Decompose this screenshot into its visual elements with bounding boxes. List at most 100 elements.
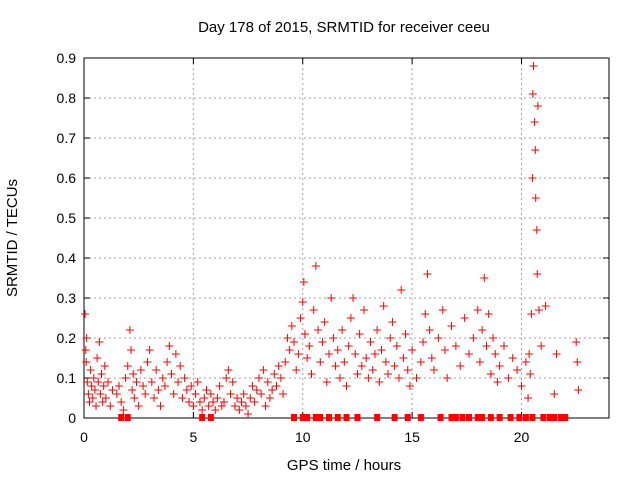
data-point xyxy=(265,394,274,402)
data-point xyxy=(327,294,336,302)
data-point xyxy=(191,390,200,398)
data-point xyxy=(143,358,152,366)
data-point xyxy=(290,338,298,346)
data-point xyxy=(287,322,296,330)
data-point xyxy=(85,398,94,406)
zero-marker xyxy=(199,414,206,421)
data-point xyxy=(145,346,154,354)
data-point xyxy=(127,346,136,354)
data-point xyxy=(475,358,484,366)
data-point xyxy=(217,402,226,410)
data-point xyxy=(187,382,196,390)
data-point xyxy=(81,346,90,354)
data-point xyxy=(480,274,489,282)
data-point xyxy=(156,402,165,410)
data-point xyxy=(86,366,95,374)
zero-marker xyxy=(124,414,131,421)
data-point xyxy=(322,378,331,386)
y-tick-label: 0.4 xyxy=(57,250,77,266)
data-point xyxy=(531,146,540,154)
data-point xyxy=(163,358,172,366)
data-point xyxy=(274,362,283,370)
data-point xyxy=(104,378,113,386)
data-point xyxy=(525,350,534,358)
zero-marker xyxy=(343,414,350,421)
data-points xyxy=(81,62,583,421)
data-point xyxy=(97,370,106,378)
data-point xyxy=(239,390,248,398)
y-tick-label: 0.9 xyxy=(57,50,77,66)
data-point xyxy=(81,310,90,318)
data-point xyxy=(117,398,126,406)
data-point xyxy=(130,394,139,402)
data-point xyxy=(178,394,187,402)
data-point xyxy=(392,342,401,350)
zero-marker xyxy=(557,414,564,421)
data-point xyxy=(412,374,421,382)
data-point xyxy=(171,350,180,358)
data-point xyxy=(158,374,167,382)
y-axis-label: SRMTID / TECUs xyxy=(4,179,21,297)
y-tick-label: 0.7 xyxy=(57,130,77,146)
data-point xyxy=(226,390,235,398)
data-point xyxy=(101,394,110,402)
y-tick-label: 0 xyxy=(68,410,76,426)
data-point xyxy=(478,326,487,334)
data-point xyxy=(259,366,268,374)
data-point xyxy=(357,362,366,370)
data-point xyxy=(370,350,379,358)
data-point xyxy=(141,390,150,398)
data-point xyxy=(250,398,259,406)
data-point xyxy=(224,366,233,374)
plot-frame xyxy=(83,57,610,419)
data-point xyxy=(493,378,502,386)
data-point xyxy=(169,390,178,398)
data-point xyxy=(395,374,403,382)
data-point xyxy=(279,390,288,398)
data-point xyxy=(373,326,382,334)
data-point xyxy=(98,398,107,406)
data-point xyxy=(255,374,263,382)
data-point xyxy=(309,306,318,314)
data-point xyxy=(362,354,371,362)
data-point xyxy=(535,306,543,314)
data-point xyxy=(261,402,270,410)
data-point xyxy=(283,334,292,342)
zero-marker xyxy=(304,414,311,421)
data-point xyxy=(198,406,207,414)
data-point xyxy=(83,378,92,386)
data-point xyxy=(119,406,128,414)
data-point xyxy=(513,366,522,374)
data-point xyxy=(325,350,333,358)
data-point xyxy=(419,338,428,346)
axis-ticks: 0 0.1 0.2 0.3 0.4 0.5 0.6 0.7 0.8 0.9 0 5 10 15 20 xyxy=(57,50,609,445)
y-tick-label: 0.2 xyxy=(57,330,77,346)
data-point xyxy=(285,346,294,354)
zero-marker xyxy=(496,414,503,421)
data-point xyxy=(500,342,508,350)
data-point xyxy=(95,338,104,346)
x-tick-label: 15 xyxy=(404,429,420,445)
data-point xyxy=(473,306,482,314)
data-point xyxy=(228,378,237,386)
data-point xyxy=(213,394,222,402)
data-point xyxy=(397,286,406,294)
data-point xyxy=(139,382,148,390)
data-point xyxy=(329,334,338,342)
data-point xyxy=(399,354,408,362)
zero-marker xyxy=(487,414,494,421)
data-point xyxy=(381,358,390,366)
data-point xyxy=(299,278,308,286)
data-point xyxy=(331,362,340,370)
data-point xyxy=(132,378,141,386)
data-point xyxy=(136,366,145,374)
data-point xyxy=(355,330,364,338)
data-point xyxy=(303,354,312,362)
data-point xyxy=(252,386,261,394)
data-point xyxy=(405,382,414,390)
zero-marker xyxy=(546,414,553,421)
data-point xyxy=(246,394,255,402)
x-tick-label: 5 xyxy=(189,429,197,445)
data-point xyxy=(82,358,91,366)
